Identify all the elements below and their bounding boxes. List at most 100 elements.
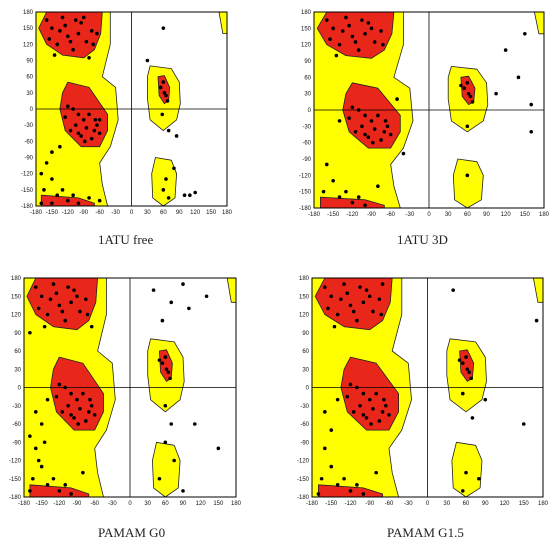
residue-point	[460, 489, 465, 493]
residue-point	[163, 403, 168, 408]
residue-point	[462, 86, 466, 91]
residue-point	[68, 128, 73, 133]
x-tick-label: -180	[18, 501, 31, 507]
y-tick-label: 60	[14, 349, 21, 355]
residue-point	[356, 108, 361, 112]
y-tick-label: -150	[9, 477, 22, 483]
y-tick-label: -150	[299, 190, 312, 196]
x-tick-label: -180	[308, 212, 321, 218]
residue-point	[28, 434, 32, 438]
residue-point	[44, 18, 49, 22]
x-tick-label: 90	[180, 501, 187, 507]
y-tick-label: 120	[299, 313, 310, 319]
chart-1atu-free: -180 -150 -120 -90 -60 -30 0 30 60 90 120 150 180-18…	[21, 10, 233, 216]
residue-point	[89, 324, 94, 329]
residue-point	[323, 446, 327, 451]
x-tick-label: -180	[30, 210, 43, 216]
residue-point	[337, 195, 342, 199]
x-tick-label: -150	[325, 501, 338, 507]
residue-point	[51, 476, 56, 481]
residue-point	[87, 112, 91, 117]
residue-point	[89, 29, 94, 33]
x-tick-label: 120	[190, 210, 201, 216]
residue-point	[342, 282, 346, 286]
x-tick-label: -150	[46, 210, 59, 216]
residue-point	[95, 31, 99, 36]
residue-point	[372, 40, 377, 44]
residue-point	[71, 107, 75, 111]
y-tick-label: 60	[26, 75, 33, 81]
x-tick-label: -60	[95, 210, 104, 216]
residue-point	[344, 189, 348, 194]
x-tick-label: -120	[346, 212, 359, 218]
residue-point	[335, 397, 340, 402]
y-tick-label: 90	[302, 331, 309, 337]
residue-point	[345, 291, 350, 296]
residue-point	[63, 318, 68, 323]
residue-point	[163, 355, 168, 359]
residue-point	[72, 288, 76, 292]
y-tick-label: 150	[11, 294, 22, 300]
residue-point	[76, 31, 81, 36]
residue-point	[367, 294, 372, 299]
x-tick-label: 0	[427, 212, 431, 218]
residue-point	[158, 85, 163, 90]
x-tick-label: 30	[144, 501, 151, 507]
y-tick-label: 0	[18, 386, 22, 392]
plot-frame	[35, 11, 228, 207]
residue-point	[342, 476, 346, 481]
residue-point	[52, 53, 57, 57]
x-tick-label: -30	[108, 501, 117, 507]
residue-point	[328, 37, 332, 42]
core-region-0	[26, 277, 98, 331]
y-tick-label: -60	[24, 139, 33, 145]
residue-point	[374, 391, 378, 396]
residue-point	[63, 483, 68, 487]
residue-point	[364, 288, 369, 292]
x-tick-label: 0	[128, 501, 132, 507]
residue-point	[28, 489, 32, 493]
residue-point	[369, 422, 373, 426]
residue-point	[204, 294, 209, 299]
residue-point	[39, 464, 44, 469]
plot-frame	[23, 277, 237, 498]
x-tick-label: 30	[144, 210, 151, 216]
residue-point	[316, 492, 321, 496]
residue-point	[79, 20, 83, 25]
residue-point	[39, 201, 44, 206]
residue-point	[383, 119, 388, 123]
y-tick-label: -180	[21, 204, 34, 210]
residue-point	[334, 53, 339, 58]
x-tick-label: 120	[499, 501, 510, 507]
residue-point	[395, 97, 399, 101]
residue-point	[366, 135, 371, 140]
residue-point	[457, 358, 462, 362]
residue-point	[83, 139, 87, 144]
y-tick-label: -90	[300, 440, 309, 446]
allowed-region-2	[152, 441, 181, 498]
residue-point	[87, 56, 91, 60]
y-tick-label: 180	[11, 276, 22, 282]
residue-point	[468, 94, 473, 99]
residue-point	[523, 31, 527, 36]
x-tick-label: -150	[327, 212, 340, 218]
residue-point	[379, 312, 384, 317]
residue-point	[483, 397, 488, 402]
x-tick-label: -120	[53, 501, 66, 507]
residue-point	[188, 193, 192, 198]
residue-point	[329, 294, 334, 299]
residue-point	[84, 419, 88, 423]
residue-point	[367, 397, 372, 402]
residue-point	[358, 403, 362, 408]
residue-point	[160, 112, 165, 117]
residue-point	[76, 422, 80, 426]
residue-point	[72, 416, 76, 420]
core-region-0	[316, 11, 395, 59]
residue-point	[33, 410, 38, 414]
residue-point	[371, 309, 375, 314]
residue-point	[57, 303, 62, 308]
residue-point	[344, 15, 348, 20]
residue-point	[39, 422, 44, 426]
x-tick-label: 90	[482, 501, 489, 507]
residue-point	[370, 140, 375, 145]
